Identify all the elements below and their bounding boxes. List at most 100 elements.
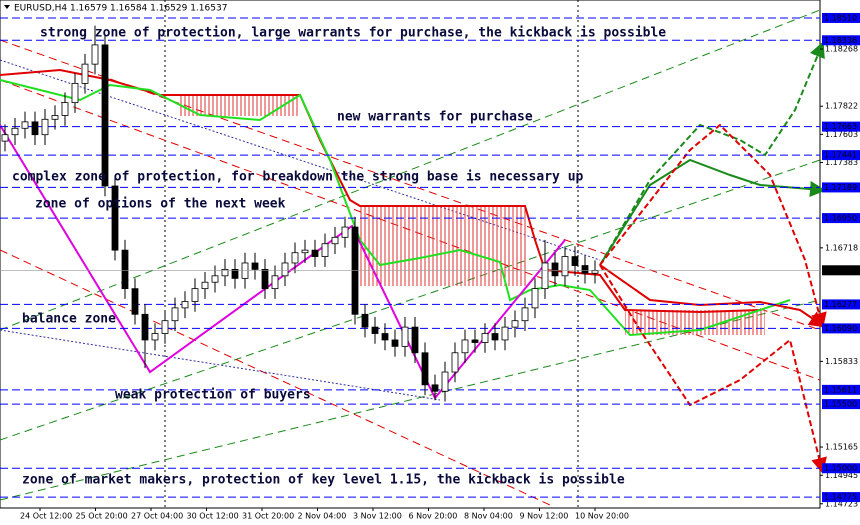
- candle-body: [391, 339, 399, 347]
- candle-body: [401, 326, 409, 347]
- x-tick-label: 8 Nov 04:00: [464, 512, 513, 521]
- level-label-box: [822, 12, 860, 23]
- candle-body: [261, 268, 269, 290]
- y-tick-label: 1.17822: [825, 102, 858, 111]
- level-label: 1.15611: [824, 385, 857, 394]
- candle-body: [441, 371, 449, 392]
- candle-body: [381, 333, 389, 341]
- candle-body: [301, 249, 309, 254]
- level-label-box: [822, 35, 860, 46]
- candle-body: [141, 313, 149, 341]
- candle-body: [51, 115, 59, 120]
- candle-body: [581, 265, 589, 274]
- level-label: 1.15000: [824, 464, 857, 473]
- candle-body: [511, 320, 519, 328]
- level-label: 1.17663: [824, 122, 857, 131]
- x-tick-label: 31 Oct 20:00: [242, 512, 294, 521]
- channel-line: [0, 9, 821, 331]
- y-tick-label: 1.14945: [825, 471, 858, 480]
- annotation: zone of options of the next week: [35, 197, 286, 212]
- x-tick-label: 24 Oct 12:00: [20, 512, 72, 521]
- candle-body: [321, 243, 329, 257]
- x-tick-label: 27 Oct 04:00: [131, 512, 183, 521]
- drawings: [0, 0, 827, 508]
- forecast-path: [599, 123, 827, 329]
- candle-body: [11, 127, 19, 136]
- candle-body: [471, 339, 479, 343]
- y-tick-label: 1.18268: [825, 45, 858, 54]
- x-tick-label: 6 Nov 20:00: [409, 512, 458, 521]
- candle-body: [371, 326, 379, 334]
- x-tick-label: 10 Nov 20:00: [575, 512, 629, 521]
- x-tick-label: 25 Oct 20:00: [76, 512, 128, 521]
- candle-body: [111, 185, 119, 251]
- channel-line: [0, 159, 821, 441]
- candle-body: [251, 262, 259, 270]
- candle-body: [41, 118, 49, 136]
- candle-body: [191, 288, 199, 302]
- forecast-path: [599, 264, 826, 328]
- candle-body: [131, 288, 139, 315]
- level-label-box: [822, 463, 860, 474]
- y-tick-label: 1.15833: [825, 357, 858, 366]
- cloud: [180, 96, 298, 116]
- x-tick-label: 9 Nov 12:00: [520, 512, 569, 521]
- candle-body: [71, 82, 79, 104]
- candle-body: [331, 236, 339, 245]
- candle-body: [591, 270, 599, 274]
- candle-body: [571, 256, 579, 266]
- candle-body: [21, 121, 29, 129]
- y-tick-label: 1.16718: [825, 243, 858, 252]
- menu-arrow[interactable]: [4, 5, 10, 9]
- cloud: [360, 206, 528, 286]
- candles: [1, 25, 599, 402]
- candle-body: [1, 134, 9, 142]
- candle-body: [311, 249, 319, 257]
- candle-body: [531, 288, 539, 309]
- level-label-box: [822, 399, 860, 410]
- level-label-box: [822, 121, 860, 132]
- candle-body: [161, 320, 169, 334]
- candle-body: [171, 307, 179, 322]
- candle-body: [421, 352, 429, 386]
- channel-line: [0, 249, 551, 506]
- candle-body: [481, 333, 489, 343]
- candle-body: [431, 384, 439, 392]
- candle-body: [241, 262, 249, 279]
- candle-body: [341, 226, 349, 238]
- y-tick-label: 1.17383: [825, 158, 858, 167]
- senkou-line: [0, 79, 791, 337]
- header: EURUSD,H4 1.16579 1.16584 1.16529 1.1653…: [14, 4, 227, 14]
- candle-body: [491, 333, 499, 341]
- level-label: 1.16950: [824, 214, 857, 223]
- forecast-path: [599, 264, 827, 474]
- level-label-box: [822, 384, 860, 395]
- level-label-box: [822, 299, 860, 310]
- annotation: balance zone: [22, 312, 116, 327]
- x-tick-label: 3 Nov 12:00: [353, 512, 402, 521]
- current-price-label: 1.16543: [824, 266, 857, 275]
- candle-body: [561, 256, 569, 277]
- zigzag: [0, 124, 566, 400]
- candle-body: [201, 281, 209, 290]
- candle-body: [31, 121, 39, 136]
- candle-body: [541, 262, 549, 290]
- level-label-box: [822, 213, 860, 224]
- candle-body: [121, 249, 129, 290]
- candle-body: [221, 268, 229, 277]
- candle-body: [231, 268, 239, 279]
- annotation: weak protection of buyers: [115, 388, 311, 403]
- candle-body: [361, 313, 369, 328]
- y-tick-label: 1.14723: [825, 499, 858, 508]
- current-price-box: [822, 265, 860, 276]
- trend-line: [0, 59, 601, 261]
- level-label: 1.17189: [824, 183, 857, 192]
- candle-body: [151, 333, 159, 341]
- level-label: 1.17441: [824, 151, 857, 160]
- forecast-path: [599, 41, 825, 266]
- candle-body: [551, 262, 559, 277]
- candle-body: [451, 352, 459, 373]
- y-tick-label: 1.17603: [825, 130, 858, 139]
- forecast-path: [599, 158, 826, 266]
- candle-body: [271, 275, 279, 290]
